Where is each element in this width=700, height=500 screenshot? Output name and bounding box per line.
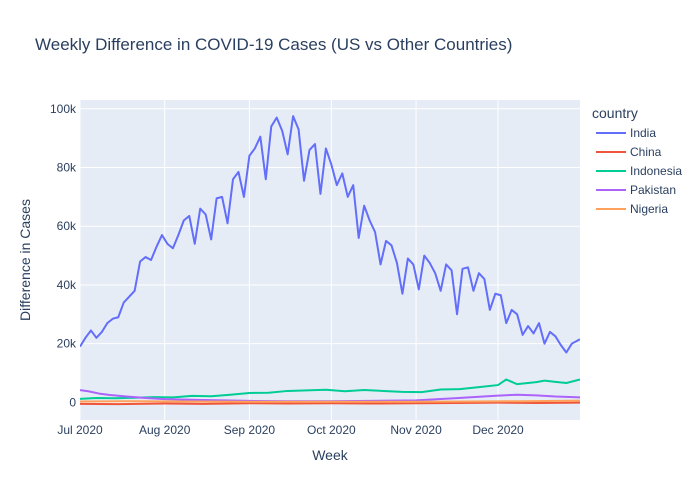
y-axis-ticks: 0 20k 40k 60k 80k 100k	[50, 102, 77, 410]
y-tick-label: 60k	[57, 219, 77, 233]
x-tick-label: Jul 2020	[57, 423, 103, 437]
y-tick-label: 0	[69, 395, 76, 409]
y-tick-label: 20k	[57, 337, 77, 351]
y-tick-label: 40k	[57, 278, 77, 292]
x-tick-label: Aug 2020	[139, 423, 191, 437]
legend-label: Indonesia	[630, 164, 682, 178]
legend-label: Nigeria	[630, 202, 668, 216]
x-tick-label: Oct 2020	[307, 423, 356, 437]
y-axis-title: Difference in Cases	[17, 199, 33, 321]
legend-item-indonesia[interactable]: Indonesia	[596, 164, 682, 178]
x-tick-label: Sep 2020	[224, 423, 276, 437]
x-axis-title: Week	[312, 447, 349, 463]
x-tick-label: Dec 2020	[472, 423, 524, 437]
plot-area	[80, 100, 580, 420]
x-tick-label: Nov 2020	[390, 423, 442, 437]
legend-label: China	[630, 145, 662, 159]
chart-title: Weekly Difference in COVID-19 Cases (US …	[35, 35, 512, 54]
legend-item-china[interactable]: China	[596, 145, 662, 159]
legend-item-nigeria[interactable]: Nigeria	[596, 202, 668, 216]
y-tick-label: 80k	[57, 161, 77, 175]
legend-item-pakistan[interactable]: Pakistan	[596, 183, 676, 197]
y-tick-label: 100k	[50, 102, 77, 116]
legend[interactable]: country India China Indonesia Pakistan Niger…	[592, 105, 682, 216]
grid-lines	[79, 100, 580, 420]
legend-item-india[interactable]: India	[596, 126, 656, 140]
series-line-indonesia	[80, 378, 580, 400]
series-lines	[80, 115, 580, 406]
legend-label: India	[630, 126, 656, 140]
series-line-india	[80, 115, 580, 354]
legend-label: Pakistan	[630, 183, 676, 197]
series-line-china	[80, 401, 580, 406]
series-line-nigeria	[80, 399, 580, 403]
x-axis-ticks: Jul 2020 Aug 2020 Sep 2020 Oct 2020 Nov 2020…	[57, 423, 524, 437]
legend-title: country	[592, 105, 638, 121]
